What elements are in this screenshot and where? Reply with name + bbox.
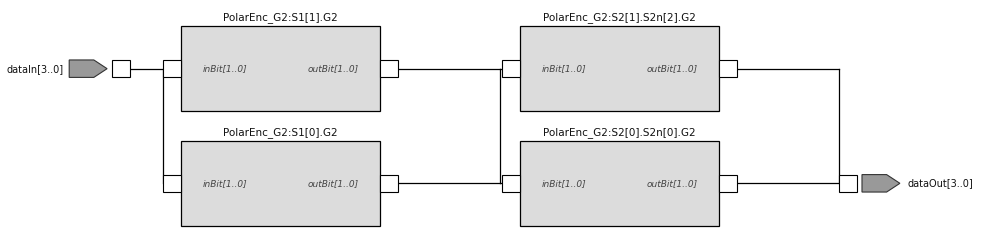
FancyBboxPatch shape — [719, 60, 737, 77]
Text: outBit[1..0]: outBit[1..0] — [646, 179, 697, 188]
Text: outBit[1..0]: outBit[1..0] — [646, 64, 697, 73]
FancyBboxPatch shape — [502, 175, 520, 192]
Text: PolarEnc_G2:S2[1].S2n[2].G2: PolarEnc_G2:S2[1].S2n[2].G2 — [543, 12, 696, 23]
FancyBboxPatch shape — [163, 175, 181, 192]
Text: PolarEnc_G2:S2[0].S2n[0].G2: PolarEnc_G2:S2[0].S2n[0].G2 — [543, 127, 696, 138]
FancyBboxPatch shape — [719, 175, 737, 192]
Text: inBit[1..0]: inBit[1..0] — [542, 179, 587, 188]
FancyBboxPatch shape — [181, 141, 380, 226]
FancyBboxPatch shape — [380, 175, 398, 192]
Polygon shape — [69, 60, 107, 77]
Text: PolarEnc_G2:S1[0].G2: PolarEnc_G2:S1[0].G2 — [223, 127, 338, 138]
FancyBboxPatch shape — [520, 26, 719, 111]
FancyBboxPatch shape — [380, 60, 398, 77]
Text: inBit[1..0]: inBit[1..0] — [203, 64, 247, 73]
FancyBboxPatch shape — [181, 26, 380, 111]
FancyBboxPatch shape — [839, 175, 857, 192]
Polygon shape — [862, 175, 900, 192]
FancyBboxPatch shape — [163, 60, 181, 77]
Text: inBit[1..0]: inBit[1..0] — [542, 64, 587, 73]
FancyBboxPatch shape — [112, 60, 130, 77]
Text: inBit[1..0]: inBit[1..0] — [203, 179, 247, 188]
Text: PolarEnc_G2:S1[1].G2: PolarEnc_G2:S1[1].G2 — [223, 12, 338, 23]
FancyBboxPatch shape — [502, 60, 520, 77]
Text: dataIn[3..0]: dataIn[3..0] — [6, 64, 64, 74]
FancyBboxPatch shape — [520, 141, 719, 226]
Text: outBit[1..0]: outBit[1..0] — [307, 179, 358, 188]
Text: outBit[1..0]: outBit[1..0] — [307, 64, 358, 73]
Text: dataOut[3..0]: dataOut[3..0] — [908, 178, 974, 188]
